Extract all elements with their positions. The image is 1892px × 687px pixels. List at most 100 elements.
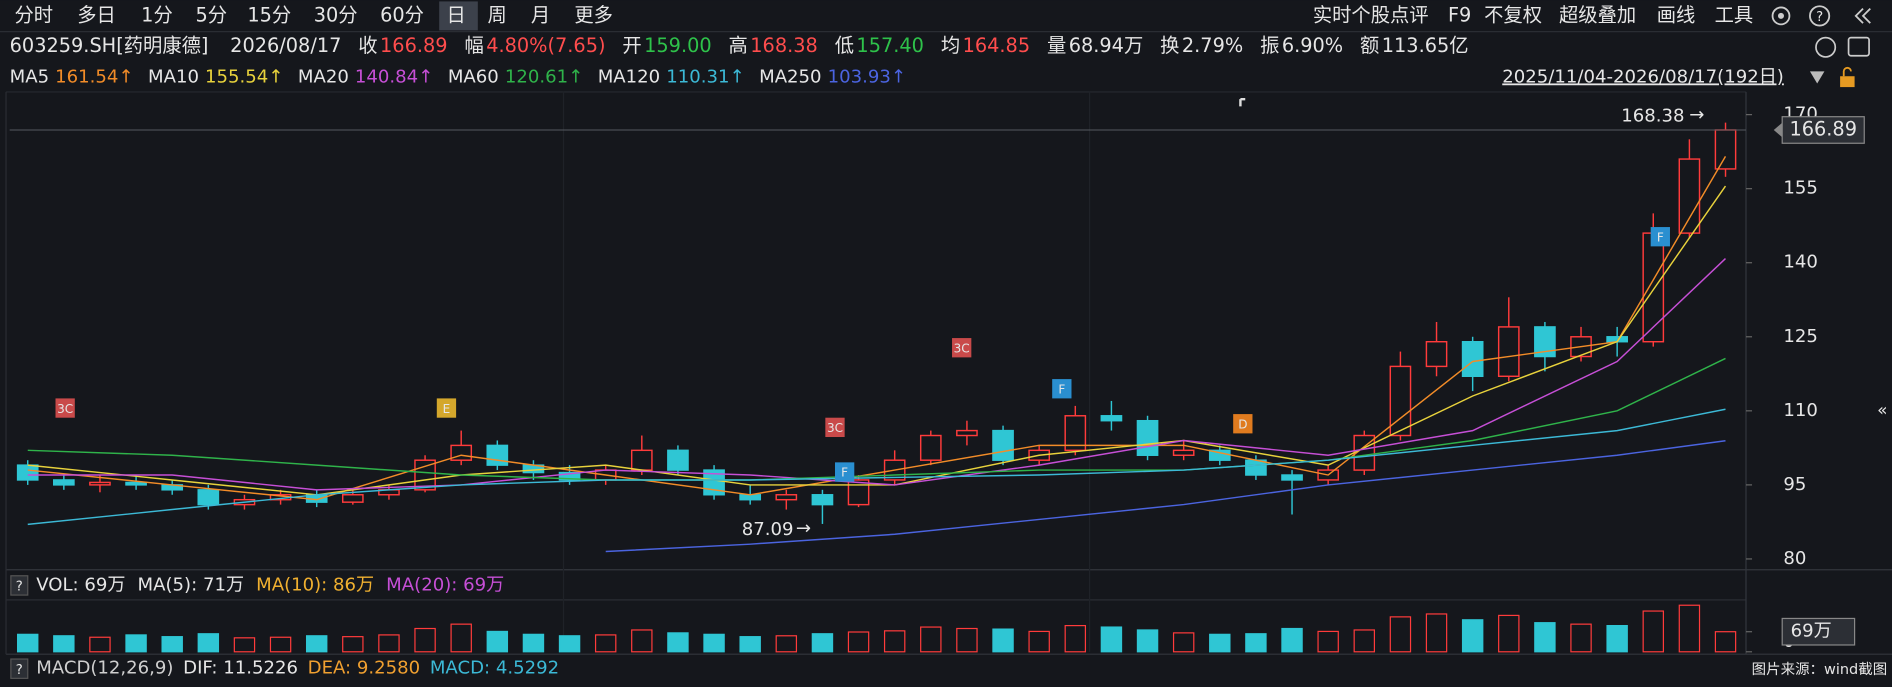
volume-bar	[233, 637, 256, 653]
settings-icon[interactable]	[1771, 6, 1791, 26]
event-marker	[834, 462, 855, 482]
candle-body	[1497, 326, 1520, 378]
y-tick-label: 95	[1783, 474, 1806, 495]
period-button[interactable]: 周	[487, 3, 506, 26]
volume-bar	[1534, 622, 1556, 653]
volume-bar	[1642, 610, 1664, 653]
tool-button[interactable]: 工具	[1715, 3, 1754, 26]
candle-body	[1064, 415, 1087, 452]
period-button[interactable]: 5分	[195, 3, 227, 26]
candle-body	[1461, 340, 1484, 378]
lock-icon[interactable]	[1840, 76, 1855, 88]
candle-body	[1136, 419, 1159, 456]
legend-name: MA10	[148, 66, 199, 87]
event-marker	[436, 398, 457, 418]
tool-button[interactable]: 不复权	[1484, 3, 1542, 26]
tool-button[interactable]: 画线	[1657, 3, 1696, 26]
source: 图片来源：wind截图	[1752, 661, 1888, 678]
macd-stat: MACD: 4.5292	[430, 658, 559, 679]
volume-bar	[847, 631, 870, 653]
period-button[interactable]: 60分	[380, 3, 424, 26]
volume-bar	[1100, 626, 1123, 653]
tool-icon[interactable]	[1815, 36, 1837, 58]
event-label: D	[1238, 417, 1247, 431]
macd-stat: MACD(12,26,9)	[36, 658, 173, 679]
volume-bar	[1064, 625, 1087, 653]
volume-header: VOL: 69万 MA(5): 71万 MA(10): 86万 MA(20): 69万	[36, 574, 504, 595]
quote-label: 幅	[464, 34, 483, 57]
candle-body	[847, 479, 870, 506]
volume-bar	[920, 626, 942, 653]
candle-body	[992, 429, 1014, 461]
quote-label: 换	[1160, 34, 1179, 57]
legend-name: MA120	[598, 66, 660, 87]
candle-body	[486, 444, 509, 466]
period-button[interactable]: 多日	[77, 3, 116, 26]
candle-body	[1389, 365, 1412, 437]
quote-label: 高	[729, 34, 748, 57]
candle-body	[1678, 158, 1701, 234]
help-button[interactable]	[1809, 5, 1831, 27]
tool-button[interactable]: 实时个股点评	[1313, 3, 1429, 26]
period-button[interactable]: 更多	[574, 3, 613, 26]
volume-stat: MA(5): 71万	[138, 574, 245, 595]
legend-value: 140.84↑	[355, 66, 433, 87]
quote-label: 振	[1260, 34, 1279, 57]
volume-bar	[1136, 629, 1159, 653]
y-tick-label: 140	[1783, 252, 1818, 273]
dropdown-icon[interactable]	[1809, 71, 1825, 84]
help-box	[10, 658, 29, 679]
candle-body	[1100, 415, 1123, 422]
macd-header: MACD(12,26,9) DIF: 11.5226 DEA: 9.2580 MACD…	[36, 658, 559, 679]
quote-value: 157.40	[856, 34, 924, 57]
event-label: 3C	[954, 341, 970, 355]
volume-stat: VOL: 69万	[36, 574, 125, 595]
event-label: F	[1657, 230, 1664, 244]
collapse-icon[interactable]	[1854, 8, 1871, 24]
volume-bar	[269, 636, 292, 653]
candle-body	[1642, 232, 1665, 343]
event-marker	[1233, 414, 1253, 434]
volume-tick-label: 69万	[1791, 621, 1832, 642]
quote-label: 低	[835, 34, 854, 57]
period-button[interactable]: 月	[531, 3, 550, 26]
volume-bar	[522, 633, 545, 653]
range-label[interactable]: 2025/11/04-2026/08/17(192日)	[1502, 66, 1784, 87]
ma-line	[605, 440, 1726, 553]
period-button[interactable]: 15分	[247, 3, 291, 26]
volume-bar	[414, 627, 436, 653]
volume-bar	[197, 633, 220, 653]
tool-button[interactable]: F9	[1448, 3, 1471, 26]
tool-icon[interactable]	[1847, 36, 1870, 57]
help-icon: ?	[16, 580, 23, 595]
low-arrow: →	[796, 518, 811, 539]
quote-label: 均	[941, 34, 960, 57]
legend-name: MA60	[448, 66, 499, 87]
legend-name: MA250	[759, 66, 821, 87]
quote-value: 168.38	[750, 34, 818, 57]
help-box	[10, 575, 29, 596]
candle-body	[956, 429, 978, 437]
period-button[interactable]: 分时	[14, 3, 53, 26]
volume-bar	[775, 635, 798, 653]
period-button[interactable]: 30分	[314, 3, 358, 26]
last-price-box	[1781, 116, 1865, 144]
candle-body	[16, 464, 39, 481]
event-marker	[1052, 379, 1072, 399]
volume-bar	[16, 633, 39, 653]
volume-bar	[486, 630, 509, 653]
volume-bar	[342, 636, 364, 653]
quote-label: 收	[358, 34, 377, 57]
volume-bar	[1172, 632, 1195, 653]
candle-body	[630, 449, 653, 471]
event-label: E	[443, 402, 451, 416]
period-button[interactable]: 日	[446, 3, 465, 26]
quote-value: 68.94万	[1069, 34, 1144, 57]
legend-value: 161.54↑	[55, 66, 133, 87]
quote-label: 量	[1047, 34, 1066, 57]
volume-bar	[811, 633, 834, 653]
event-marker	[952, 338, 972, 358]
tool-button[interactable]: 超级叠加	[1559, 3, 1636, 26]
period-button[interactable]: 1分	[141, 3, 173, 26]
candle-body	[1281, 474, 1303, 481]
